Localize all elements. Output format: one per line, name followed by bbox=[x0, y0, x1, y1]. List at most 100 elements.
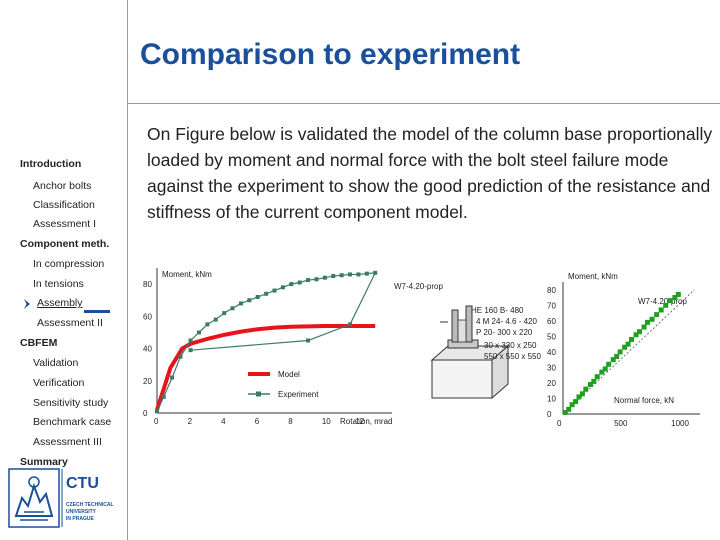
experiment-point bbox=[155, 409, 159, 414]
chart2-point bbox=[636, 329, 642, 335]
chart2-point bbox=[663, 302, 669, 308]
experiment-point bbox=[170, 375, 175, 380]
sidebar-nav: Introduction Anchor bolts Classification… bbox=[0, 0, 127, 540]
chart1-ytick-label: 40 bbox=[143, 345, 152, 354]
nav-item-assessment-1[interactable]: Assessment I bbox=[33, 218, 97, 230]
chart2-point bbox=[641, 324, 647, 330]
active-underline bbox=[84, 310, 110, 313]
nav-item-assessment-2[interactable]: Assessment II bbox=[37, 317, 103, 329]
title-divider bbox=[127, 103, 720, 104]
specimen-base-top: 30 x 330 x 250 bbox=[484, 341, 537, 350]
nav-item-assembly[interactable]: Assembly bbox=[37, 297, 83, 309]
chart2-point bbox=[583, 386, 589, 392]
chart1-ytick-label: 80 bbox=[143, 280, 152, 289]
chart2-point bbox=[573, 399, 579, 405]
chart1-xtick-label: 8 bbox=[288, 417, 293, 426]
nav-item-introduction[interactable]: Introduction bbox=[20, 158, 82, 170]
chart1-ylabel: Moment, kNm bbox=[162, 270, 212, 279]
experiment-point bbox=[213, 317, 218, 322]
chart2-annotation: W7-4.20-prop bbox=[638, 297, 687, 306]
chart2-point bbox=[617, 349, 623, 355]
logo-text: CTU bbox=[66, 475, 99, 492]
nav-item-anchor-bolts[interactable]: Anchor bolts bbox=[33, 180, 92, 192]
nav-item-in-compression[interactable]: In compression bbox=[33, 258, 105, 270]
nav-item-cbfem[interactable]: CBFEM bbox=[20, 337, 58, 349]
sidebar-divider bbox=[127, 0, 128, 540]
experiment-point bbox=[306, 338, 311, 343]
chart2-ylabel: Moment, kNm bbox=[568, 272, 618, 281]
experiment-point bbox=[196, 330, 201, 335]
nav-item-sensitivity-study[interactable]: Sensitivity study bbox=[33, 397, 109, 409]
experiment-point bbox=[339, 273, 344, 278]
chart2-point bbox=[644, 319, 650, 325]
specimen-profile: HE 160 B- 480 bbox=[471, 306, 524, 315]
lion-emblem-icon bbox=[14, 482, 54, 517]
chart2-point bbox=[622, 344, 628, 350]
legend-experiment-label: Experiment bbox=[278, 390, 319, 399]
chart2-point bbox=[675, 291, 681, 297]
logo-subtext-2: UNIVERSITY bbox=[66, 509, 97, 515]
slide-body-text: On Figure below is validated the model o… bbox=[147, 124, 713, 222]
chart2-point bbox=[658, 307, 664, 313]
experiment-point bbox=[161, 394, 166, 399]
moment-normal-force-chart: Moment, kNm Normal force, kN W7-4.20-pro… bbox=[547, 272, 700, 428]
experiment-point bbox=[264, 291, 269, 296]
chart2-point bbox=[602, 366, 608, 372]
chart2-point bbox=[606, 361, 612, 367]
specimen-base-bottom: 550 x 550 x 550 bbox=[484, 352, 541, 361]
nav-item-assessment-3[interactable]: Assessment III bbox=[33, 436, 102, 448]
chart1-xlabel: Rotation, mrad bbox=[340, 417, 392, 426]
nav-item-validation[interactable]: Validation bbox=[33, 357, 79, 369]
experiment-point bbox=[230, 306, 235, 311]
logo-subtext-1: CZECH TECHNICAL bbox=[66, 502, 114, 508]
chart2-ytick-label: 30 bbox=[547, 363, 556, 372]
experiment-point bbox=[356, 272, 361, 277]
chart2-ytick-label: 80 bbox=[547, 286, 556, 295]
nav-item-component-method[interactable]: Component meth. bbox=[20, 238, 110, 250]
chart2-point bbox=[654, 312, 660, 318]
chart2-xtick-label: 500 bbox=[614, 419, 628, 428]
experiment-point bbox=[289, 282, 294, 287]
experiment-point bbox=[222, 311, 227, 316]
logo-frame bbox=[8, 468, 60, 528]
chart1-ytick-label: 20 bbox=[143, 377, 152, 386]
experiment-point bbox=[255, 295, 260, 299]
nav-item-in-tensions[interactable]: In tensions bbox=[33, 278, 84, 290]
chart1-annotation: W7-4.20-prop bbox=[394, 282, 443, 291]
chart1-xtick-label: 10 bbox=[322, 417, 331, 426]
nav-item-classification[interactable]: Classification bbox=[33, 199, 95, 211]
legend-model-label: Model bbox=[278, 370, 300, 379]
logo-subtext-3: IN PRAGUE bbox=[66, 516, 94, 522]
experiment-point bbox=[178, 354, 183, 359]
experiment-series-line bbox=[156, 272, 377, 412]
chart2-xtick-label: 0 bbox=[557, 419, 562, 428]
chart2-ytick-label: 0 bbox=[547, 410, 552, 419]
nav-item-verification[interactable]: Verification bbox=[33, 377, 85, 389]
chart2-xtick-label: 1000 bbox=[671, 419, 689, 428]
chart2-point bbox=[633, 332, 639, 338]
chart1-ytick-label: 0 bbox=[143, 409, 148, 418]
nav-item-summary[interactable]: Summary bbox=[20, 456, 68, 468]
specimen-plate: P 20- 300 x 220 bbox=[476, 328, 533, 337]
experiment-point bbox=[188, 338, 193, 343]
chart2-ytick-label: 40 bbox=[547, 348, 556, 357]
experiment-point bbox=[247, 298, 252, 303]
nav-item-benchmark-case[interactable]: Benchmark case bbox=[33, 416, 112, 428]
chart2-ytick-label: 50 bbox=[547, 332, 556, 341]
chart2-point bbox=[566, 406, 572, 412]
chart2-ytick-label: 10 bbox=[547, 394, 556, 403]
chart2-point bbox=[587, 381, 593, 387]
slide-title: Comparison to experiment bbox=[140, 38, 521, 71]
experiment-point bbox=[373, 270, 378, 275]
active-marker-icon bbox=[24, 299, 30, 309]
experiment-point bbox=[348, 272, 353, 277]
chart2-xlabel: Normal force, kN bbox=[614, 396, 674, 405]
chart1-xtick-label: 12 bbox=[355, 417, 364, 426]
experiment-point bbox=[188, 348, 193, 353]
chart2-point bbox=[562, 409, 568, 415]
chart2-point bbox=[672, 295, 678, 301]
chart1-xtick-label: 6 bbox=[255, 417, 260, 426]
chart2-point bbox=[591, 378, 597, 384]
model-series-line bbox=[155, 324, 376, 411]
experiment-point bbox=[322, 275, 327, 280]
